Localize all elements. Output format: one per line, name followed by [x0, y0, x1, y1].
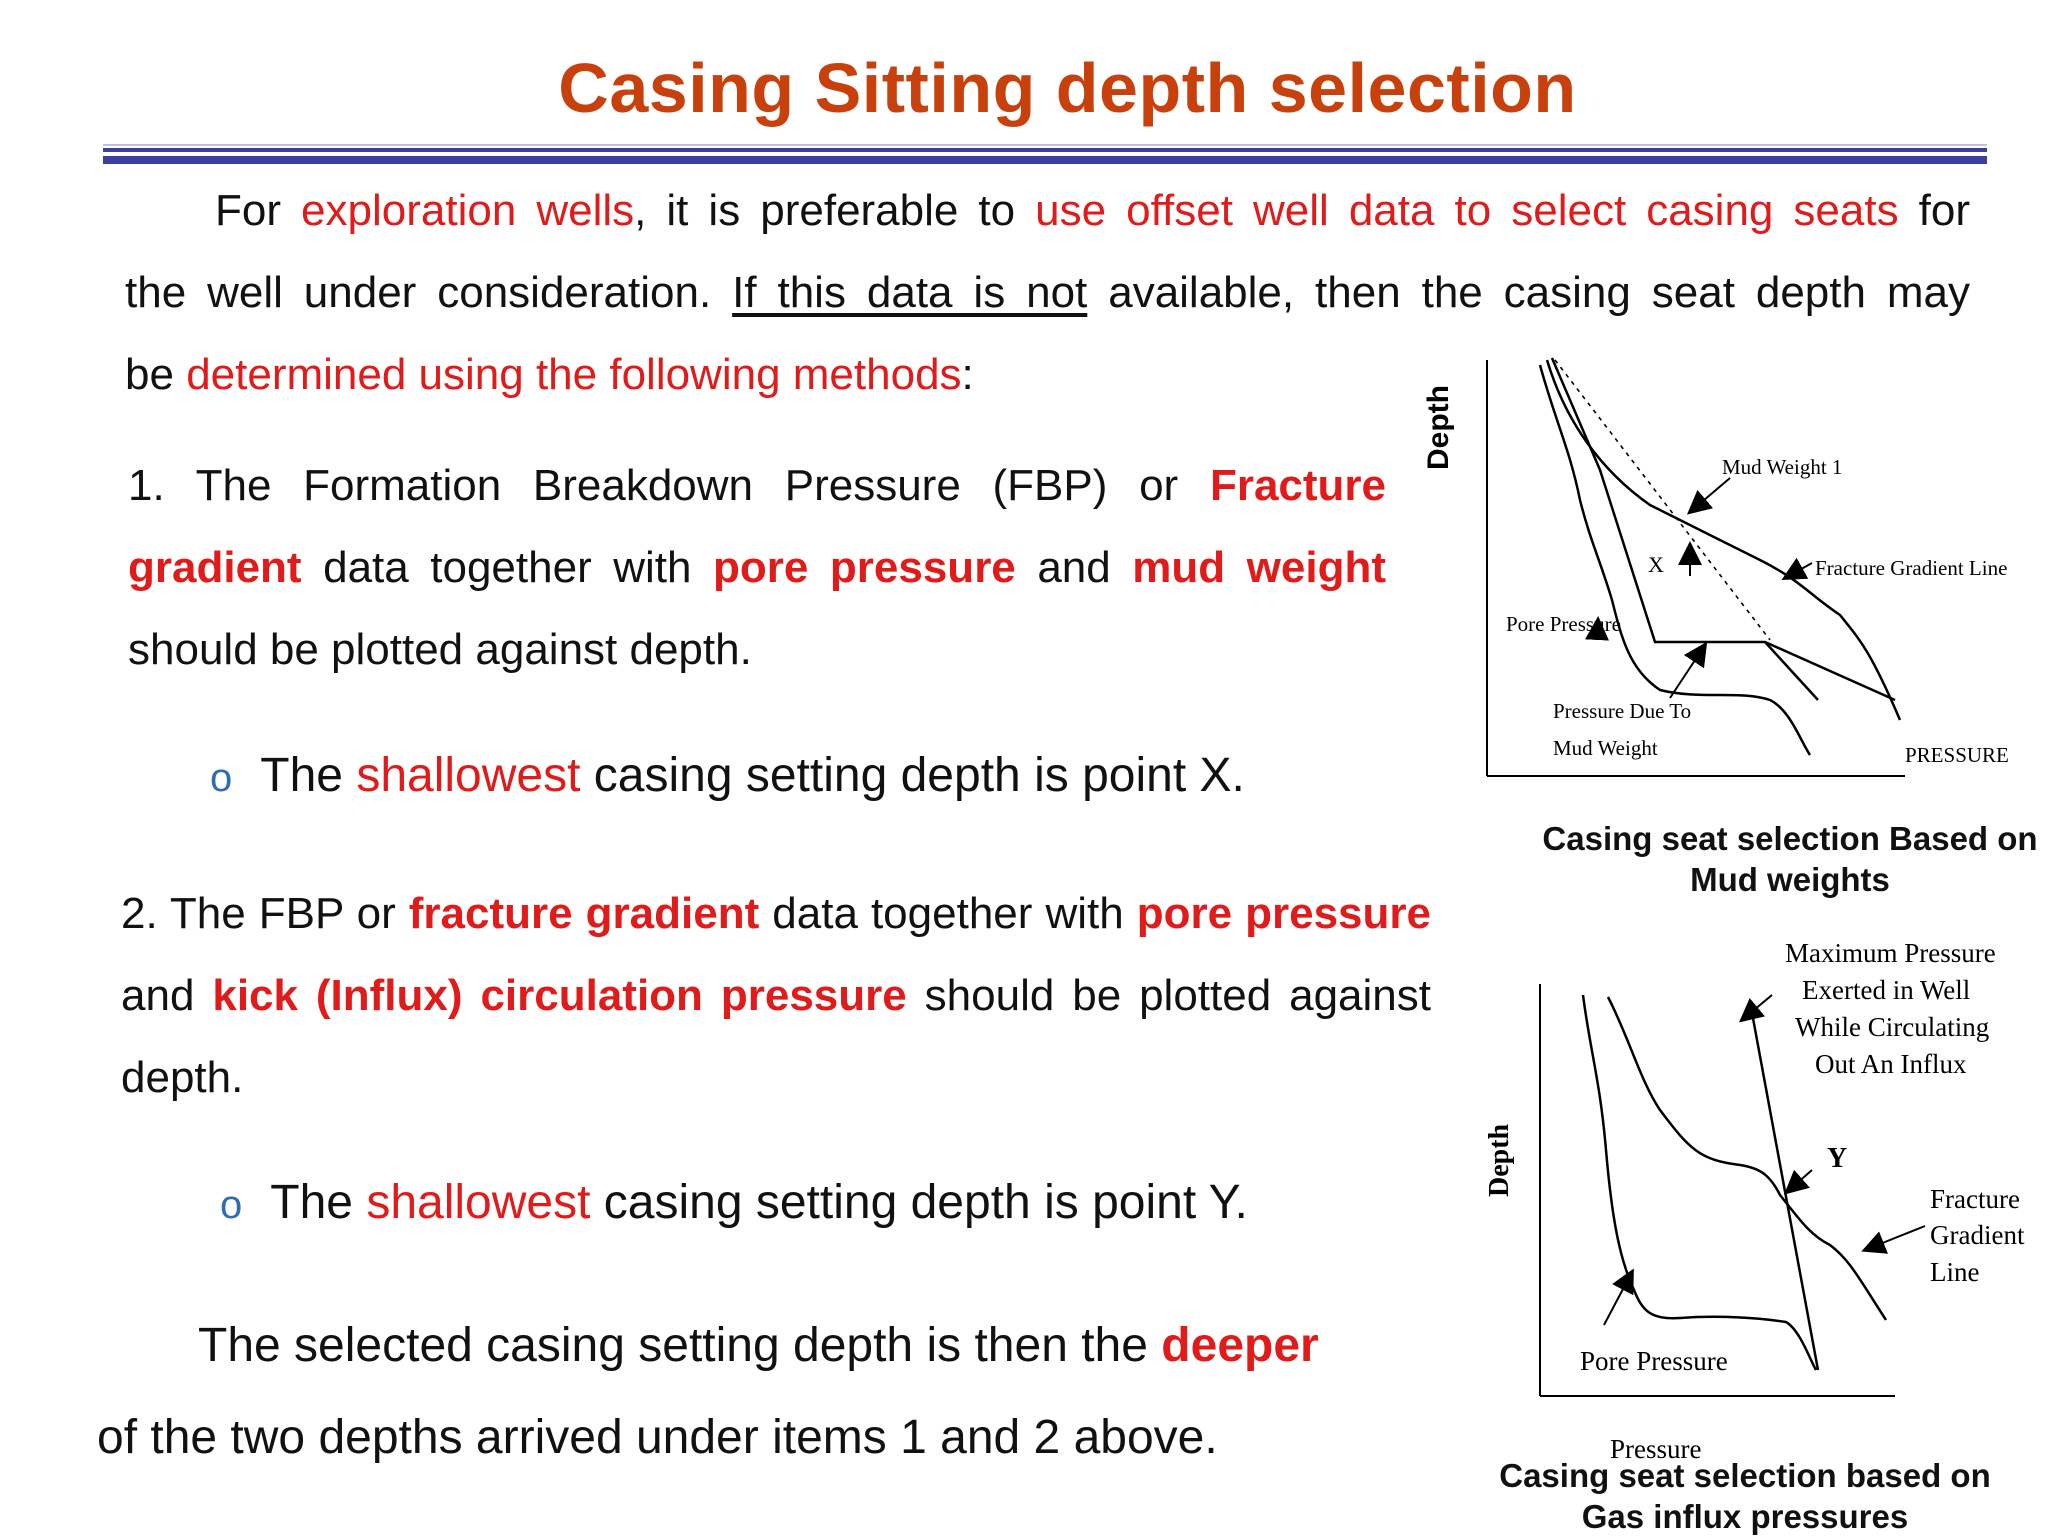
- figure2-axes: [1539, 984, 1895, 1397]
- page-title: Casing Sitting depth selection: [558, 49, 1577, 127]
- title-divider-thin: [103, 144, 1987, 146]
- figure1-curves: [1538, 357, 1902, 756]
- figure1-mud-weight-step: [1764, 641, 1819, 701]
- figure2-max-pressure-label-1: Maximum Pressure: [1785, 938, 1996, 968]
- figure1-mud-weight-label-2: Mud Weight: [1553, 736, 1658, 760]
- figure2-point-y: Y: [1827, 1143, 1847, 1174]
- title-divider: [103, 148, 1987, 152]
- conclusion-line-2: of the two depths arrived under items 1 …: [97, 1411, 1218, 1464]
- figure1-point-x: X: [1648, 552, 1664, 577]
- figure2-arrows: [1603, 994, 1926, 1326]
- figure2-caption: Casing seat selection based on Gas influ…: [1499, 1457, 1991, 1535]
- figure2-x-label: Pressure: [1610, 1434, 1701, 1464]
- figure1-y-label: Depth: [1422, 385, 1455, 470]
- figure1-x-label: PRESSURE: [1905, 743, 2009, 767]
- title-divider-thick: [103, 156, 1987, 164]
- figure2-fracture-label-2: Gradient: [1930, 1220, 2025, 1250]
- bullet-marker: o: [220, 1183, 243, 1227]
- bullet-marker: o: [210, 756, 233, 800]
- intro-line-3: be determined using the following method…: [125, 350, 974, 399]
- figure1-fracture-curve: [1545, 359, 1902, 721]
- figure2-max-pressure-label-3: While Circulating: [1795, 1012, 1989, 1042]
- figure2-pore-label: Pore Pressure: [1580, 1346, 1728, 1376]
- figure2-max-pressure-label-2: Exerted in Well: [1802, 975, 1970, 1005]
- figure2-y-label: Depth: [1484, 1123, 1515, 1197]
- bullet-point-y: o The shallowest casing setting depth is …: [220, 1176, 1248, 1229]
- item-1: 1. The Formation Breakdown Pressure (FBP…: [128, 461, 1387, 674]
- figure1-pore-label: Pore Pressure: [1506, 612, 1621, 636]
- figure1-fracture-label: Fracture Gradient Line: [1815, 556, 2007, 580]
- figure2-max-pressure-line: [1748, 1001, 1820, 1371]
- figure2-fracture-label-3: Line: [1930, 1257, 1979, 1287]
- figure2-fracture-label-1: Fracture: [1930, 1184, 2020, 1214]
- figure1-mud-weight-line: [1550, 357, 1896, 702]
- figure1-mud-weight-label: Mud Weight 1: [1722, 455, 1842, 479]
- figure1-arrows: [1585, 477, 1813, 699]
- figure1-pressure-due-label: Pressure Due To: [1553, 699, 1691, 723]
- bullet-point-x: o The shallowest casing setting depth is …: [210, 749, 1245, 802]
- intro-line-1: For exploration wells, it is preferable …: [215, 186, 1970, 235]
- intro-line-2: the well under consideration. If this da…: [125, 268, 1971, 317]
- figure1-caption: Casing seat selection Based on Mud weigh…: [1542, 820, 2038, 898]
- conclusion-line-1: The selected casing setting depth is the…: [198, 1319, 1319, 1372]
- item-2: 2. The FBP or fracture gradient data tog…: [121, 889, 1431, 1102]
- figure2-fracture-curve: [1606, 996, 1888, 1321]
- figure1-pore-curve: [1538, 364, 1812, 756]
- figure1-axes: [1486, 360, 1905, 777]
- figure2-pore-curve: [1581, 994, 1818, 1371]
- figure2-max-pressure-label-4: Out An Influx: [1815, 1049, 1967, 1079]
